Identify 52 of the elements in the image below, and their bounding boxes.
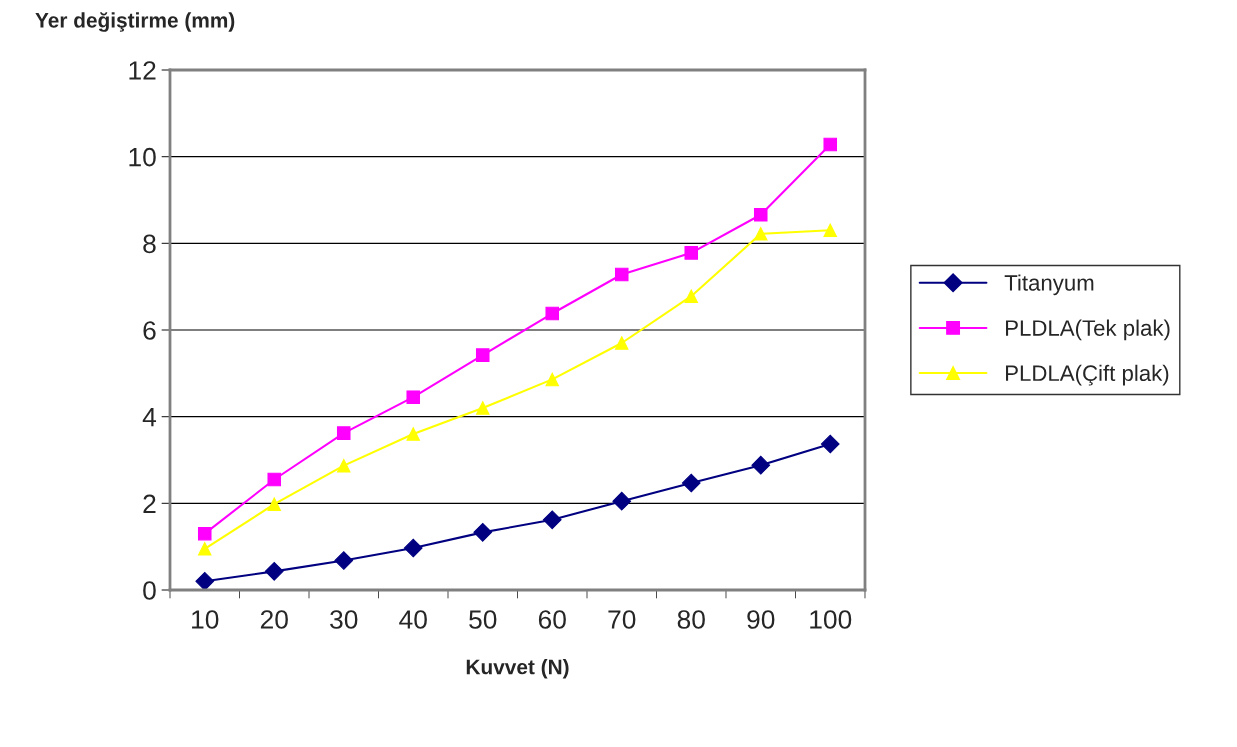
point	[406, 427, 421, 441]
point	[197, 542, 212, 556]
point	[403, 538, 423, 558]
point	[473, 523, 493, 542]
legend-label: PLDLA(Tek plak)	[1006, 319, 1170, 341]
point	[820, 434, 840, 454]
x-tick-label: 60	[538, 610, 566, 629]
x-tick-label: 10	[192, 610, 219, 629]
x-tick-label: 80	[677, 610, 705, 629]
point	[614, 336, 629, 350]
legend-label: PLDLA(Çift plak)	[1006, 364, 1169, 386]
x-tick-label: 20	[260, 610, 288, 629]
point	[753, 227, 768, 241]
point	[823, 137, 838, 152]
point	[336, 458, 351, 473]
point	[681, 473, 701, 493]
y-tick-label: 4	[142, 408, 157, 427]
point	[264, 562, 284, 581]
point	[545, 372, 560, 387]
y-axis-title: Yer değiştirme (mm)	[35, 12, 235, 32]
x-tick-label: 100	[810, 610, 852, 629]
y-tick-label: 10	[129, 147, 156, 167]
point	[336, 426, 351, 440]
point	[684, 289, 699, 303]
point	[406, 390, 421, 404]
point	[197, 526, 212, 541]
point	[267, 497, 282, 511]
x-tick-label: 70	[608, 610, 636, 629]
y-tick-label: 8	[143, 234, 156, 254]
legend-label: Titanyum	[1004, 274, 1094, 296]
point	[545, 306, 560, 321]
point	[823, 223, 838, 238]
x-tick-label: 30	[330, 610, 358, 629]
point	[753, 207, 768, 222]
point	[542, 510, 562, 530]
point	[614, 267, 629, 282]
point	[475, 401, 490, 415]
point	[684, 246, 699, 260]
point	[612, 491, 632, 511]
point	[751, 455, 771, 475]
x-axis-title: Kuvvet (N)	[466, 659, 569, 679]
y-tick-label: 2	[143, 494, 156, 513]
point	[195, 571, 215, 590]
x-tick-label: 50	[469, 610, 497, 629]
point	[267, 472, 282, 487]
x-tick-label: 40	[399, 610, 427, 629]
x-tick-label: 90	[747, 610, 775, 629]
y-tick-label: 12	[129, 61, 156, 80]
point	[334, 551, 354, 570]
y-tick-label: 0	[143, 581, 156, 600]
point	[475, 348, 490, 362]
y-tick-label: 6	[143, 321, 156, 340]
